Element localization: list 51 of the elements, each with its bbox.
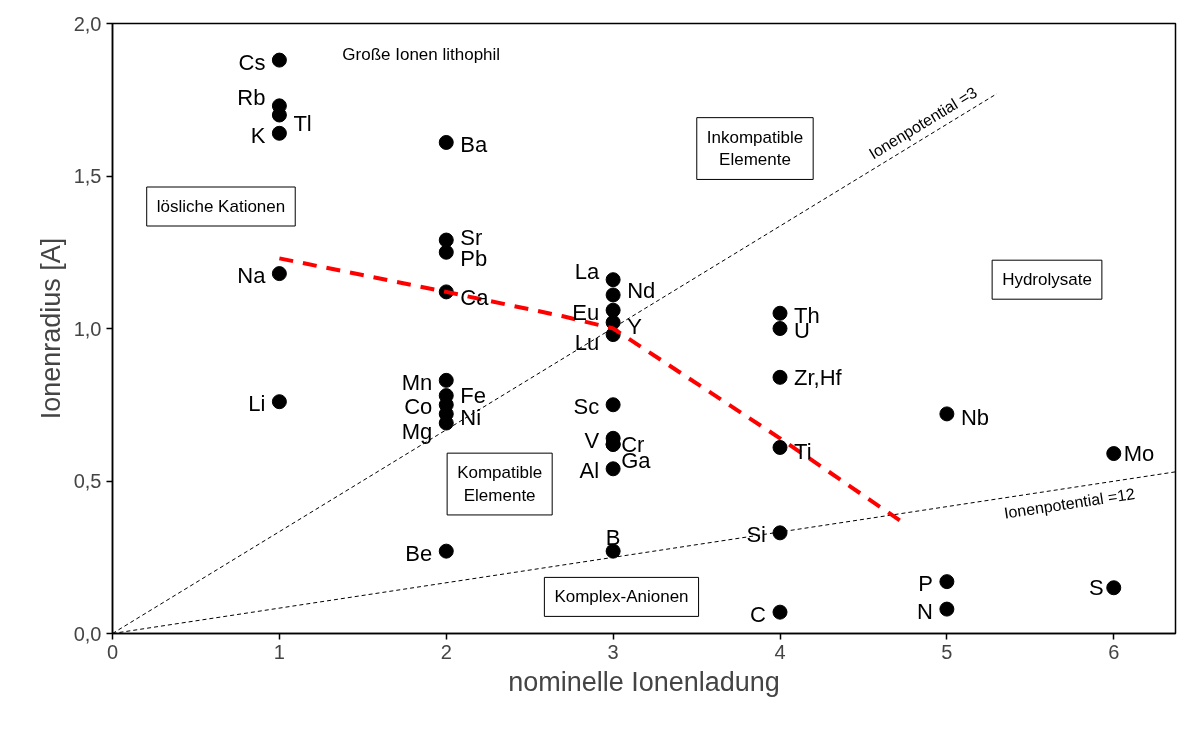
- annotation: P: [918, 571, 933, 597]
- annotation: Nb: [960, 405, 989, 431]
- annotation: Tl: [293, 110, 312, 136]
- annotation: Ti: [794, 438, 812, 464]
- annotation: Inkompatible Elemente: [706, 127, 804, 170]
- annotation: Al: [579, 458, 600, 484]
- annotation: Si: [746, 522, 766, 548]
- annotation: lösliche Kationen: [156, 197, 286, 216]
- annotation: Komplex-Anionen: [554, 587, 689, 607]
- annotation: Hydrolysate: [1002, 270, 1092, 290]
- y-tick-label: 0,0: [73, 622, 102, 645]
- annotation: Mn: [401, 369, 433, 395]
- annotation: B: [605, 524, 621, 550]
- annotation: La: [574, 259, 600, 285]
- annotation: Co: [404, 394, 433, 420]
- annotation: C: [750, 601, 767, 627]
- annotation: Cs: [238, 49, 266, 75]
- y-tick-label: 0,5: [73, 470, 102, 492]
- x-tick-label: 4: [774, 640, 786, 663]
- annotation: Zr,Hf: [794, 364, 843, 390]
- y-tick-label: 2,0: [73, 12, 102, 35]
- annotation: Eu: [572, 299, 600, 325]
- x-tick-label: 0: [106, 640, 119, 663]
- annotation: Kompatible Elemente: [457, 463, 543, 505]
- annotation: Nd: [627, 278, 656, 304]
- annotation: Ba: [460, 131, 488, 157]
- x-tick-label: 3: [607, 640, 619, 663]
- x-axis-title: nominelle Ionenladung: [508, 666, 780, 697]
- x-tick-label: 5: [941, 640, 953, 663]
- annotation: Mg: [401, 418, 433, 444]
- annotation: Ca: [460, 285, 490, 311]
- annotation: Li: [248, 391, 266, 417]
- annotation: S: [1089, 575, 1104, 601]
- annotation: Na: [237, 263, 267, 289]
- x-tick-label: 6: [1108, 640, 1120, 663]
- annotation: Große Ionen lithophil: [342, 44, 501, 64]
- y-tick-label: 1,5: [73, 165, 102, 187]
- annotation: V: [584, 427, 600, 453]
- x-tick-label: 2: [440, 640, 452, 663]
- y-tick-label: 1,0: [73, 317, 102, 340]
- annotation: N: [916, 598, 933, 624]
- annotation: K: [250, 122, 266, 148]
- x-tick-label: 1: [273, 640, 285, 663]
- text: Ionenpotential =12: [1002, 485, 1137, 522]
- annotation: Lu: [574, 330, 600, 356]
- y-axis-title: Ionenradius [A]: [35, 237, 66, 420]
- annotation: Y: [627, 313, 643, 339]
- annotation: Rb: [237, 85, 266, 111]
- annotation: Mo: [1123, 441, 1155, 467]
- annotation: Be: [405, 540, 433, 566]
- annotation: Sc: [573, 394, 600, 420]
